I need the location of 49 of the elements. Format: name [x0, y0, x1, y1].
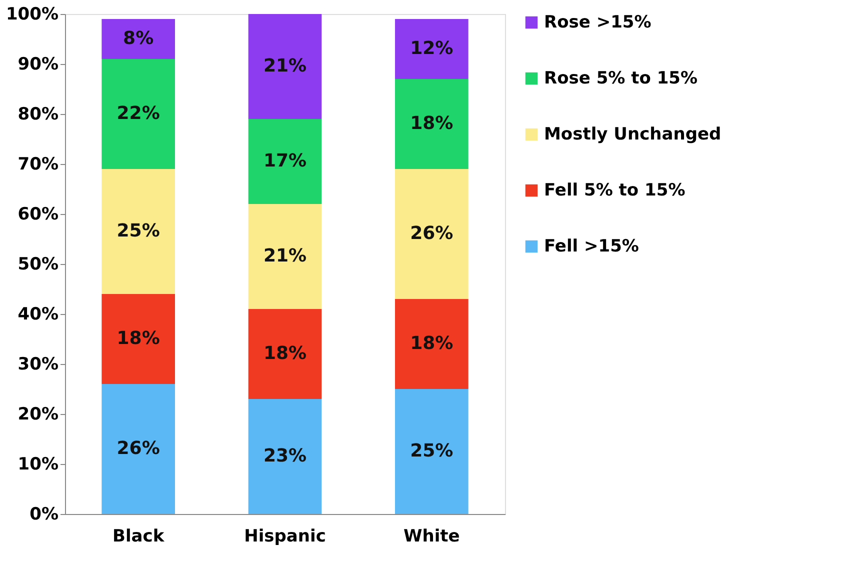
bar [395, 389, 468, 514]
bar [395, 169, 468, 299]
bar [248, 14, 322, 119]
data-label: 18% [263, 343, 307, 364]
bar [102, 19, 175, 59]
bar [248, 309, 322, 399]
bar [248, 399, 322, 514]
data-label: 22% [116, 103, 160, 124]
data-label: 18% [116, 328, 160, 349]
data-label: 8% [123, 28, 154, 49]
data-label: 18% [410, 113, 454, 134]
data-label: 23% [263, 446, 307, 466]
bar [395, 299, 468, 389]
bar [102, 59, 175, 169]
x-tick-label: Black [112, 526, 165, 546]
bar [395, 19, 468, 79]
y-tick-label: 60% [18, 204, 58, 224]
legend-label: Mostly Unchanged [544, 124, 722, 144]
data-label: 21% [263, 56, 307, 76]
x-tick-label: Hispanic [244, 526, 326, 546]
bar [102, 169, 175, 294]
data-label: 18% [410, 333, 454, 354]
data-label: 17% [263, 150, 307, 172]
data-label: 12% [410, 38, 454, 59]
y-tick-label: 90% [18, 54, 58, 74]
y-tick-label: 20% [18, 404, 58, 424]
data-label: 26% [410, 223, 454, 244]
legend-label: Rose 5% to 15% [544, 68, 698, 88]
data-label: 25% [116, 220, 160, 242]
bar [248, 119, 322, 204]
legend-label: Fell 5% to 15% [544, 180, 686, 200]
bar [102, 294, 175, 384]
y-tick-label: 10% [18, 454, 58, 474]
data-label: 25% [410, 440, 454, 462]
y-tick-label: 30% [18, 354, 58, 374]
y-tick-label: 100% [6, 4, 58, 24]
bar [395, 79, 468, 169]
bar [248, 204, 322, 309]
legend-label: Rose >15% [544, 12, 652, 32]
data-label: 21% [263, 246, 307, 266]
bar [102, 384, 175, 514]
y-tick-label: 50% [18, 254, 58, 274]
legend-label: Fell >15% [544, 236, 639, 256]
y-tick-label: 40% [18, 304, 58, 324]
x-tick-label: White [403, 526, 460, 546]
y-tick-label: 80% [18, 104, 58, 124]
data-label: 26% [116, 438, 160, 459]
y-tick-label: 70% [18, 154, 58, 174]
y-tick-label: 0% [30, 504, 58, 524]
